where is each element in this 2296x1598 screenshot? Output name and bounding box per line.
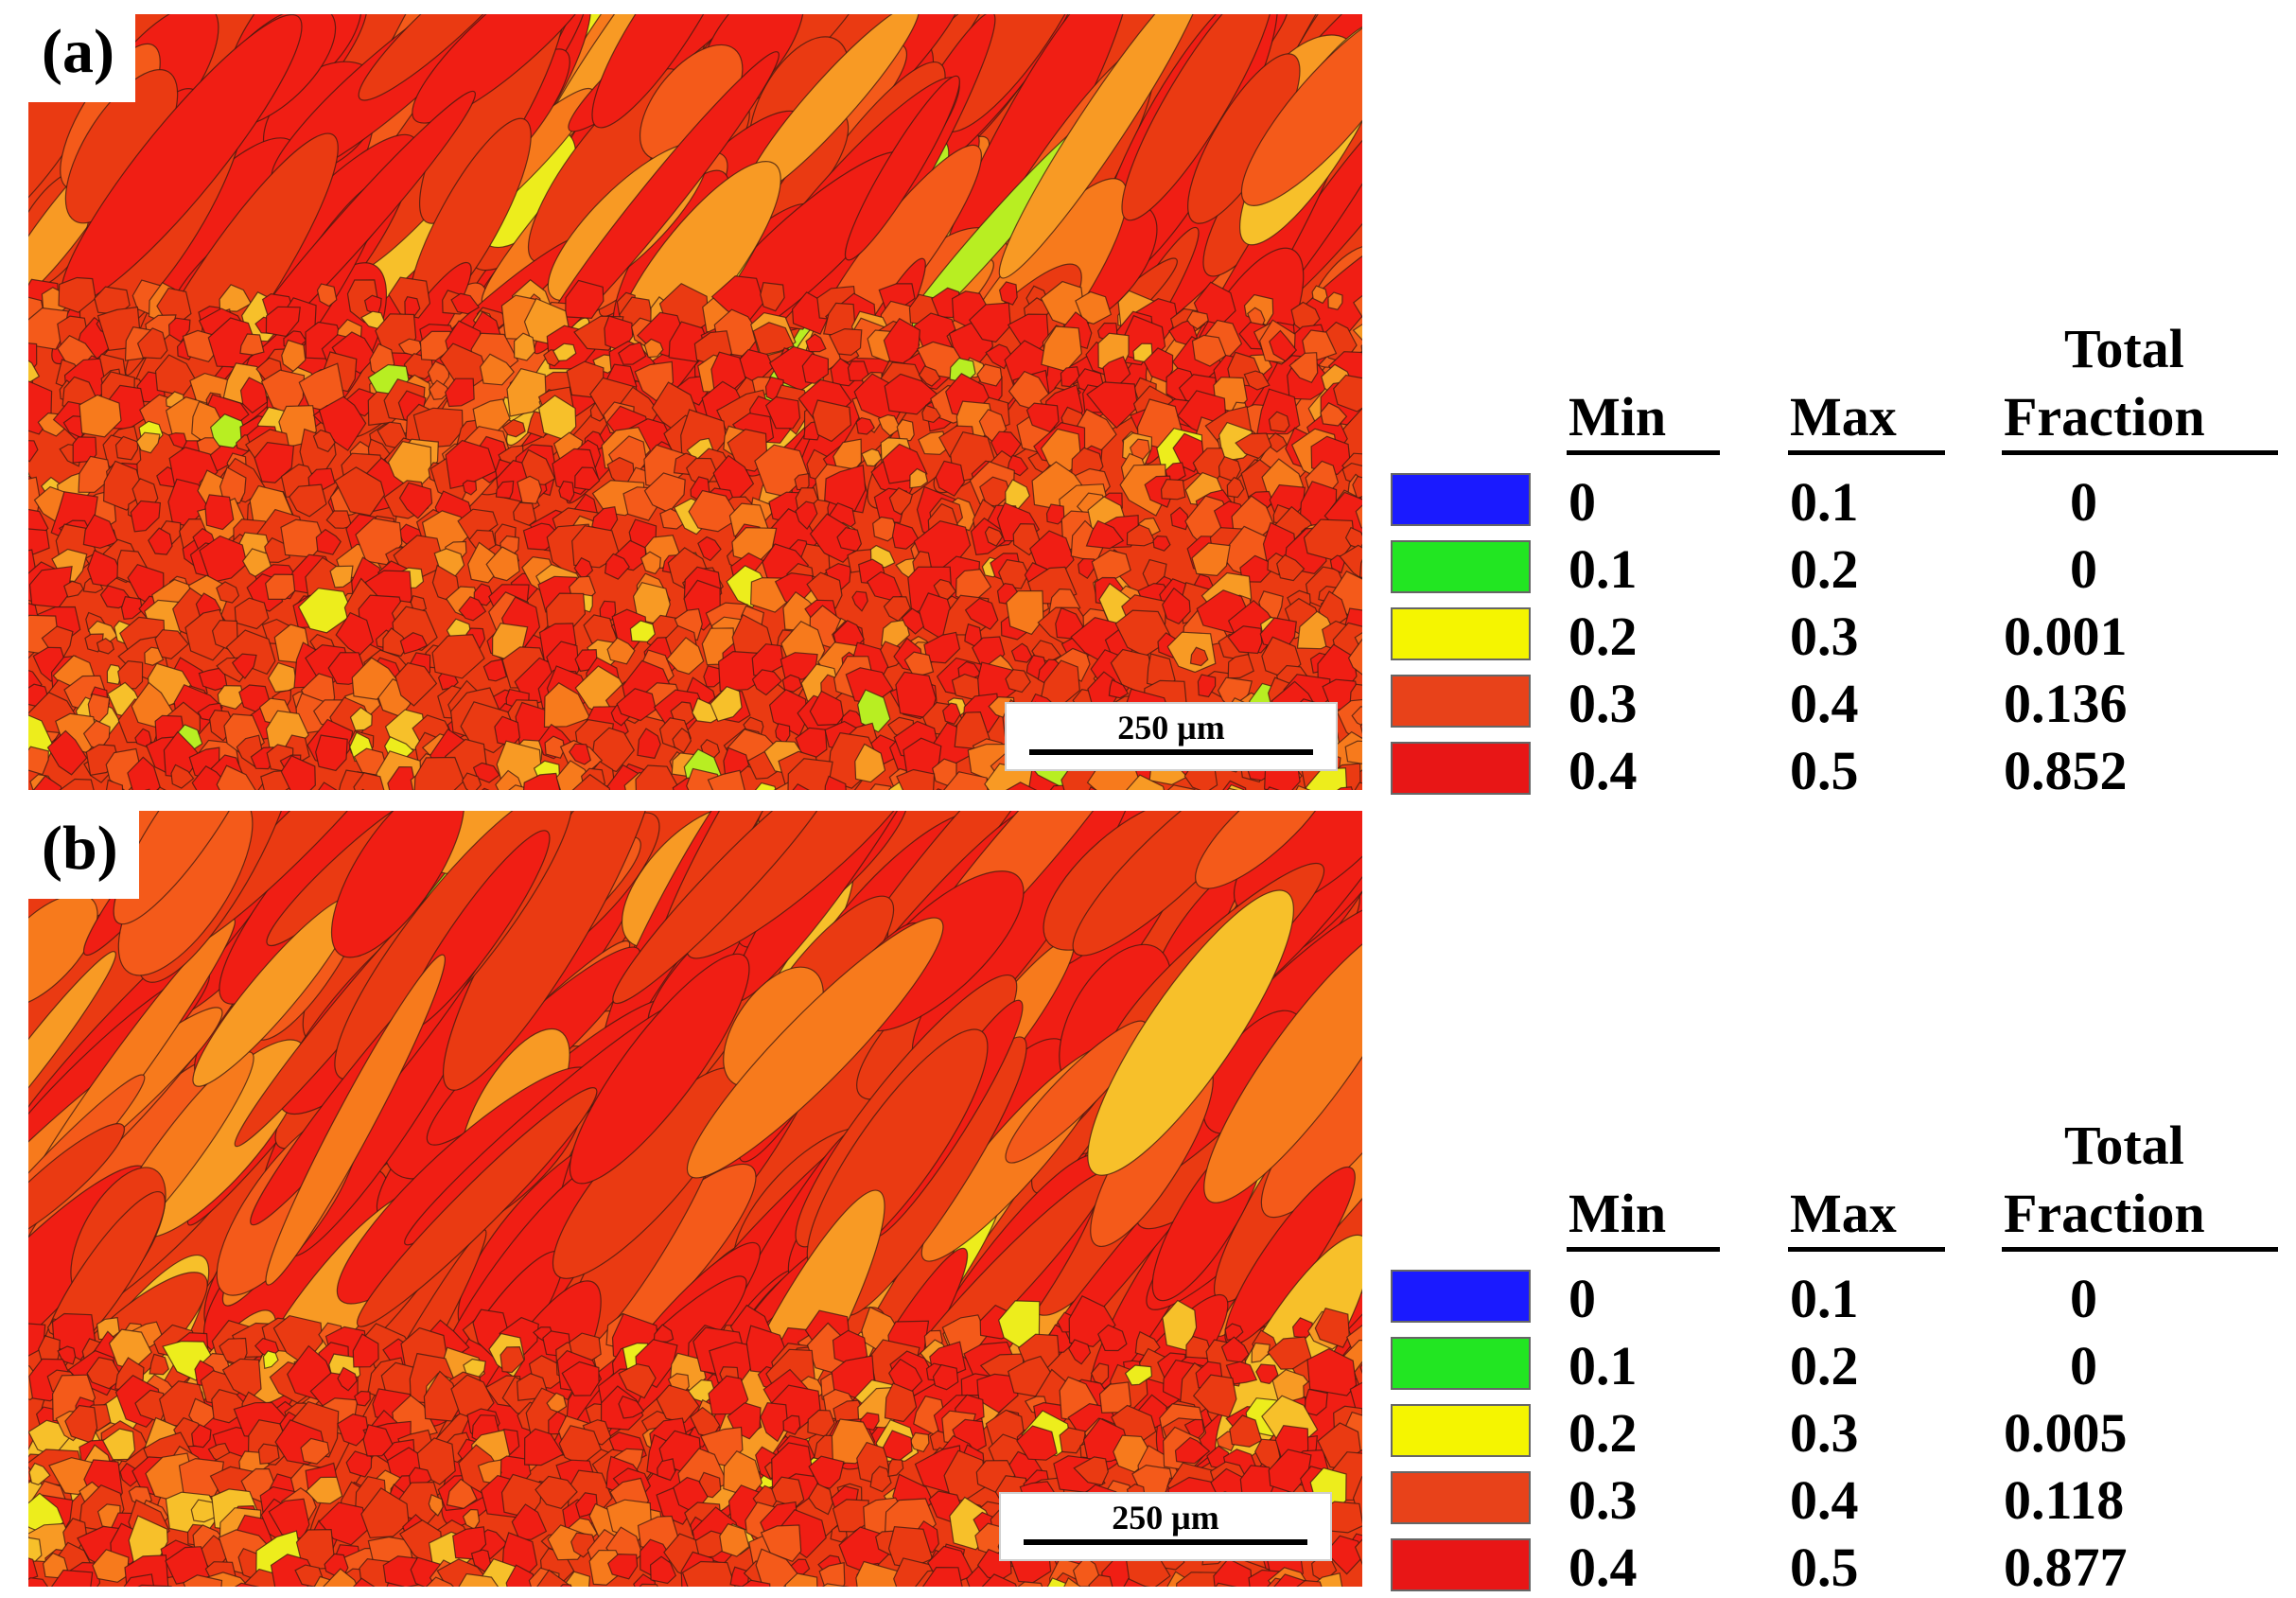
- legend-a-header-min: Min: [1569, 386, 1667, 448]
- scale-bar-line-b: [1024, 1539, 1307, 1545]
- legend-b-fraction-4: 0.877: [2004, 1537, 2128, 1598]
- panel-label-b: (b): [28, 811, 139, 899]
- legend-a-min-1: 0.1: [1569, 538, 1638, 600]
- legend-a-min-0: 0: [1569, 471, 1596, 533]
- legend-a-swatch-1: [1391, 540, 1531, 593]
- legend-b-max-3: 0.4: [1790, 1469, 1859, 1531]
- legend-a-swatch-2: [1391, 607, 1531, 660]
- legend-a-underline-fraction: [2002, 450, 2278, 455]
- legend-b-underline-fraction: [2002, 1247, 2278, 1252]
- legend-a-min-2: 0.2: [1569, 606, 1638, 667]
- legend-a-max-2: 0.3: [1790, 606, 1859, 667]
- scale-bar-b: 250 μm: [999, 1492, 1332, 1561]
- ebsd-map-a: [28, 14, 1362, 790]
- legend-b-fraction-0: 0: [2070, 1268, 2097, 1329]
- legend-a-swatch-0: [1391, 473, 1531, 526]
- legend-a-max-3: 0.4: [1790, 673, 1859, 734]
- legend-b: Total Min Max Fraction 0 0.1 0 0.1 0.2 0 0.2 0.…: [1391, 1115, 2280, 1595]
- legend-b-fraction-2: 0.005: [2004, 1402, 2128, 1464]
- legend-a-underline-max: [1788, 450, 1945, 455]
- legend-b-min-4: 0.4: [1569, 1537, 1638, 1598]
- legend-a-max-4: 0.5: [1790, 740, 1859, 801]
- scale-bar-line-a: [1029, 749, 1313, 755]
- ebsd-map-panel-b: (b) 250 μm: [28, 811, 1362, 1587]
- legend-a-fraction-1: 0: [2070, 538, 2097, 600]
- legend-b-max-2: 0.3: [1790, 1402, 1859, 1464]
- legend-a-fraction-0: 0: [2070, 471, 2097, 533]
- legend-a-underline-min: [1567, 450, 1720, 455]
- legend-b-max-1: 0.2: [1790, 1335, 1859, 1396]
- legend-b-swatch-0: [1391, 1270, 1531, 1323]
- legend-b-underline-max: [1788, 1247, 1945, 1252]
- legend-b-header-max: Max: [1790, 1183, 1897, 1244]
- legend-a: Total Min Max Fraction 0 0.1 0 0.1 0.2 0 0.2 0.…: [1391, 318, 2280, 799]
- legend-a-header-max: Max: [1790, 386, 1897, 448]
- legend-b-swatch-4: [1391, 1538, 1531, 1591]
- legend-b-header-min: Min: [1569, 1183, 1667, 1244]
- legend-a-fraction-4: 0.852: [2004, 740, 2128, 801]
- scale-bar-label-b: 250 μm: [1112, 1499, 1219, 1537]
- legend-b-underline-min: [1567, 1247, 1720, 1252]
- legend-b-max-4: 0.5: [1790, 1537, 1859, 1598]
- legend-b-header-total: Total: [2064, 1115, 2184, 1176]
- legend-a-fraction-2: 0.001: [2004, 606, 2128, 667]
- scale-bar-label-a: 250 μm: [1117, 709, 1225, 746]
- legend-b-max-0: 0.1: [1790, 1268, 1859, 1329]
- legend-b-swatch-2: [1391, 1404, 1531, 1457]
- legend-b-min-2: 0.2: [1569, 1402, 1638, 1464]
- legend-b-fraction-1: 0: [2070, 1335, 2097, 1396]
- legend-a-min-3: 0.3: [1569, 673, 1638, 734]
- legend-a-header-total: Total: [2064, 318, 2184, 379]
- legend-b-min-0: 0: [1569, 1268, 1596, 1329]
- legend-a-swatch-3: [1391, 675, 1531, 728]
- legend-a-min-4: 0.4: [1569, 740, 1638, 801]
- legend-a-max-0: 0.1: [1790, 471, 1859, 533]
- ebsd-map-panel-a: (a) 250 μm: [28, 14, 1362, 790]
- legend-b-fraction-3: 0.118: [2004, 1469, 2125, 1531]
- legend-b-swatch-3: [1391, 1471, 1531, 1524]
- legend-a-swatch-4: [1391, 742, 1531, 795]
- ebsd-map-b: [28, 811, 1362, 1587]
- panel-label-a: (a): [28, 14, 135, 102]
- legend-b-min-1: 0.1: [1569, 1335, 1638, 1396]
- legend-b-min-3: 0.3: [1569, 1469, 1638, 1531]
- legend-a-header-fraction: Fraction: [2004, 386, 2205, 448]
- legend-a-fraction-3: 0.136: [2004, 673, 2128, 734]
- legend-b-header-fraction: Fraction: [2004, 1183, 2205, 1244]
- legend-a-max-1: 0.2: [1790, 538, 1859, 600]
- scale-bar-a: 250 μm: [1005, 702, 1338, 771]
- legend-b-swatch-1: [1391, 1337, 1531, 1390]
